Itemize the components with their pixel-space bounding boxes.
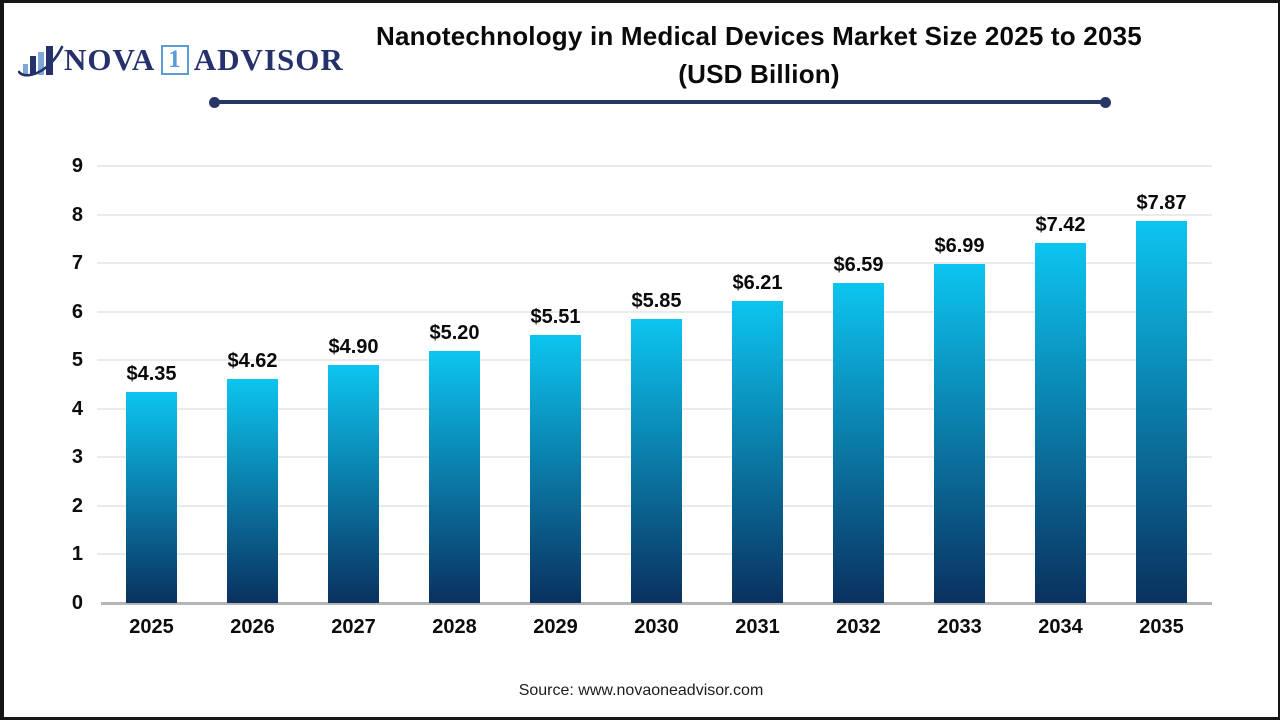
bar-group-2028: $5.20 — [404, 322, 505, 603]
y-tick-0: 0 — [71, 592, 83, 614]
bar-value-label: $6.99 — [934, 234, 985, 257]
bar-group-2035: $7.87 — [1111, 192, 1212, 603]
bar-chart-swoosh-icon — [18, 45, 64, 77]
bar-2032 — [833, 283, 884, 603]
logo-text-nova: NOVA — [64, 42, 156, 77]
divider-left-dot — [209, 96, 220, 108]
logo-text: NOVA 1 ADVISOR — [64, 42, 344, 78]
bar-2026 — [227, 378, 278, 603]
x-axis-labels: 2025 2026 2027 2028 2029 2030 2031 2032 2033 2034… — [101, 616, 1212, 639]
gridline-y6 — [97, 310, 1212, 313]
bar-2035 — [1136, 220, 1187, 603]
x-label-2029: 2029 — [533, 616, 578, 638]
logo-one-badge: 1 — [161, 45, 189, 75]
bar-value-label: $4.62 — [227, 349, 278, 372]
x-label-2030: 2030 — [634, 616, 679, 638]
y-tick-1: 1 — [71, 543, 83, 566]
bar-2031 — [732, 301, 783, 603]
bar-2025 — [126, 391, 177, 603]
plot-area: 0 1 2 3 4 5 6 7 8 9 $4.35 $4.62 $4.90 $5.20 $5.51 $5.85… — [72, 155, 1212, 614]
y-tick-5: 5 — [71, 349, 83, 372]
bar-2030 — [631, 318, 682, 603]
y-tick-4: 4 — [71, 397, 83, 420]
bar-value-label: $5.51 — [530, 306, 581, 329]
y-tick-3: 3 — [71, 446, 83, 469]
bar-value-label: $4.90 — [328, 336, 379, 359]
x-label-2026: 2026 — [230, 616, 275, 638]
bar-group-2029: $5.51 — [505, 306, 606, 603]
bar-group-2031: $6.21 — [707, 272, 808, 603]
x-label-2034: 2034 — [1038, 616, 1083, 638]
x-label-2033: 2033 — [937, 616, 982, 638]
chart-title-line1: Nanotechnology in Medical Devices Market… — [376, 21, 1142, 51]
bar-group-2026: $4.62 — [202, 350, 303, 603]
chart-title-line2: (USD Billion) — [678, 59, 840, 89]
bar-value-label: $5.20 — [429, 321, 480, 344]
gridline-y9 — [97, 165, 1212, 167]
bar-group-2034: $7.42 — [1010, 214, 1111, 603]
gridline-y7 — [97, 262, 1212, 265]
y-tick-6: 6 — [71, 300, 83, 323]
divider-right-dot — [1100, 96, 1111, 108]
chart-title: Nanotechnology in Medical Devices Market… — [269, 17, 1249, 93]
bar-value-label: $6.21 — [732, 272, 783, 295]
title-divider-line — [209, 96, 1111, 108]
y-tick-8: 8 — [71, 203, 83, 226]
bar-group-2025: $4.35 — [101, 363, 202, 603]
bar-value-label: $7.42 — [1035, 213, 1086, 236]
bar-group-2027: $4.90 — [303, 336, 404, 603]
bar-2027 — [328, 365, 379, 603]
logo-text-advisor: ADVISOR — [193, 42, 344, 77]
x-axis-line — [101, 602, 1212, 605]
gridline-y8 — [97, 213, 1212, 216]
bar-group-2033: $6.99 — [909, 235, 1010, 603]
bar-value-label: $5.85 — [631, 289, 682, 312]
x-label-2025: 2025 — [129, 616, 174, 638]
bar-group-2030: $5.85 — [606, 290, 707, 603]
x-label-2028: 2028 — [432, 616, 477, 638]
bars-row: $4.35 $4.62 $4.90 $5.20 $5.51 $5.85 $6.21 $6.59… — [101, 166, 1212, 603]
x-label-2027: 2027 — [331, 616, 376, 638]
x-label-2032: 2032 — [836, 616, 881, 638]
bar-value-label: $7.87 — [1136, 191, 1187, 214]
x-label-2035: 2035 — [1139, 616, 1184, 638]
y-tick-7: 7 — [71, 252, 83, 275]
y-tick-2: 2 — [71, 494, 83, 517]
bar-group-2032: $6.59 — [808, 254, 909, 603]
x-label-2031: 2031 — [735, 616, 780, 638]
y-tick-9: 9 — [71, 155, 83, 177]
nova-one-advisor-logo: NOVA 1 ADVISOR — [18, 39, 344, 81]
source-text: Source: www.novaoneadvisor.com — [518, 682, 764, 699]
bar-2028 — [429, 350, 480, 603]
bar-2029 — [530, 335, 581, 603]
bar-2033 — [934, 263, 985, 603]
bar-value-label: $6.59 — [833, 254, 884, 277]
bar-value-label: $4.35 — [126, 362, 177, 385]
bar-2034 — [1035, 242, 1086, 603]
